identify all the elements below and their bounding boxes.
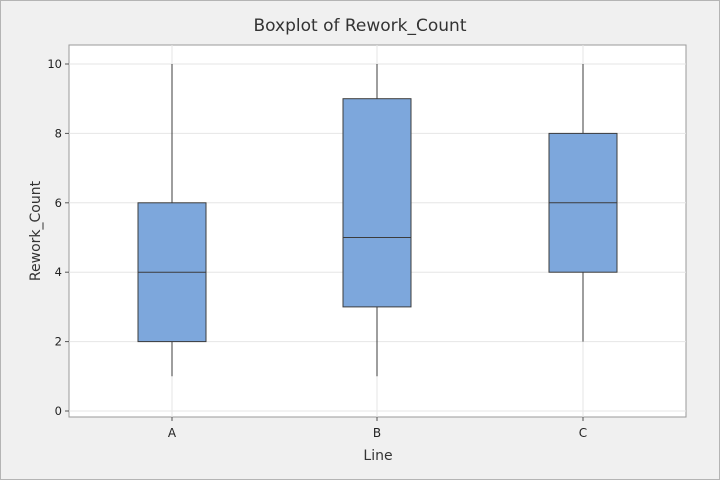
y-tick-label: 0 bbox=[55, 404, 62, 418]
y-tick-label: 2 bbox=[55, 335, 62, 349]
x-axis: A B C bbox=[168, 417, 587, 440]
y-tick-label: 10 bbox=[47, 57, 62, 71]
boxes bbox=[137, 64, 618, 377]
y-tick-label: 8 bbox=[55, 126, 62, 140]
box-A bbox=[137, 64, 207, 377]
box-C bbox=[548, 64, 618, 342]
x-tick-label: B bbox=[373, 426, 381, 440]
y-axis: 0 2 4 6 8 10 bbox=[47, 57, 69, 418]
y-axis-title: Rework_Count bbox=[28, 180, 44, 281]
x-tick-label: A bbox=[168, 426, 177, 440]
x-tick-label: C bbox=[579, 426, 587, 440]
y-tick-label: 6 bbox=[55, 196, 62, 210]
iqr-box bbox=[342, 98, 412, 308]
y-tick-label: 4 bbox=[55, 265, 62, 279]
box-B bbox=[342, 64, 412, 377]
chart-title: Boxplot of Rework_Count bbox=[253, 16, 466, 36]
x-axis-title: Line bbox=[363, 448, 392, 464]
